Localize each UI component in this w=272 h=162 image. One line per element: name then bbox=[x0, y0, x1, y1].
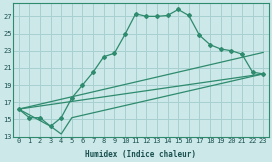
X-axis label: Humidex (Indice chaleur): Humidex (Indice chaleur) bbox=[85, 150, 196, 159]
